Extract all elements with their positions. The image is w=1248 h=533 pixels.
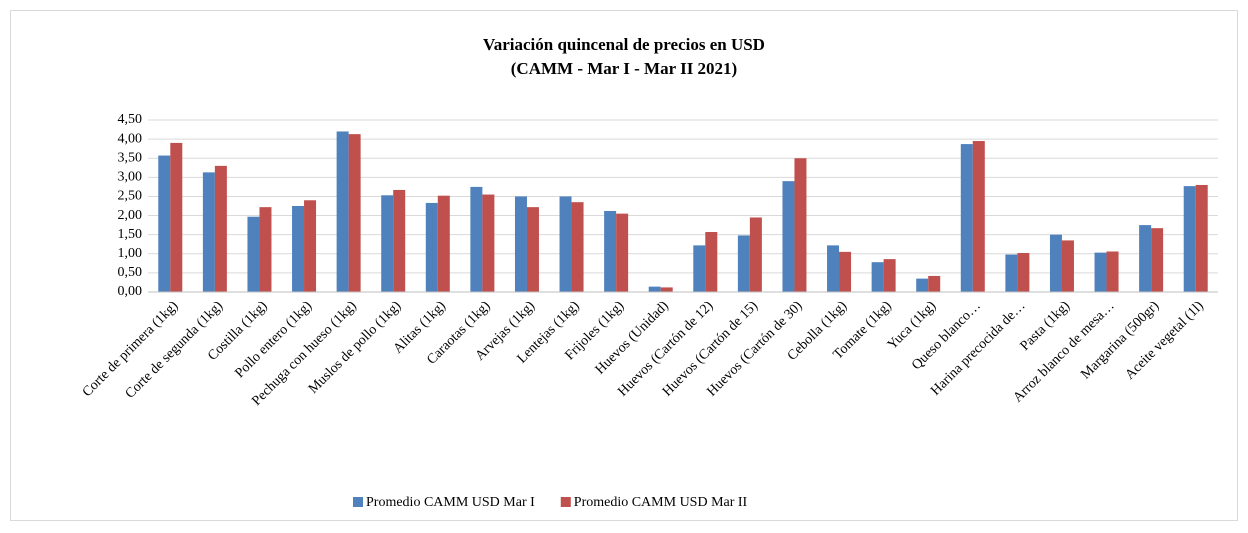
bar [972,141,985,292]
bar [425,202,438,292]
y-tick-label: 2,50 [118,189,143,204]
bar [883,259,896,292]
bar [259,207,272,292]
bar [247,216,260,292]
bar [616,213,629,292]
legend-label: Promedio CAMM USD Mar II [574,495,748,510]
bar [928,275,941,292]
bar [1061,240,1074,292]
legend-label: Promedio CAMM USD Mar I [366,495,535,510]
y-tick-label: 3,50 [118,150,143,165]
bar [304,200,317,292]
y-tick-label: 1,50 [118,227,143,242]
legend-swatch [353,497,363,507]
bar [571,202,584,292]
bar [336,131,349,292]
bar [1005,254,1018,292]
bar [470,186,483,292]
bar [292,206,305,292]
bar [604,210,617,292]
bar [348,134,361,292]
bar [482,194,495,292]
bar [705,231,718,292]
bar [782,181,795,292]
y-tick-label: 4,00 [118,131,143,146]
bar [916,278,929,292]
bar [660,287,673,292]
y-tick-label: 1,00 [118,246,143,261]
bar [437,195,450,292]
bar [1017,253,1030,292]
legend-swatch [560,497,571,507]
bar [1151,228,1164,292]
y-tick-label: 0,50 [118,265,143,280]
bar [1195,184,1208,292]
bar [1049,234,1062,292]
chart-title: Variación quincenal de precios en USD [483,35,765,54]
bar [749,217,762,292]
bar [1094,252,1107,292]
bar [737,235,750,292]
bar [381,195,394,292]
y-tick-label: 4,50 [118,112,143,127]
bar [871,262,884,292]
bar [839,251,852,292]
bar [1139,225,1152,292]
chart-subtitle: (CAMM - Mar I - Mar II 2021) [511,59,737,78]
bar [170,142,183,292]
bar [214,165,227,292]
y-tick-label: 0,00 [118,284,143,299]
bar [202,172,215,292]
bar [648,286,661,292]
bar [559,196,572,292]
bar [827,245,840,292]
bar [514,196,527,292]
bar [158,155,171,292]
bar [960,144,973,292]
bar [1106,251,1119,292]
bar [1183,186,1196,292]
bar [693,245,706,292]
bar [794,158,807,292]
bar [526,207,539,292]
y-tick-label: 3,00 [118,170,143,185]
y-tick-label: 2,00 [118,208,143,223]
bar [393,189,406,292]
